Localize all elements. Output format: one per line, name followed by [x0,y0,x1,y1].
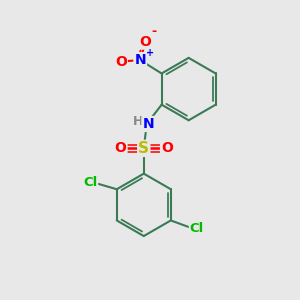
Text: S: S [138,141,149,156]
Text: O: O [140,35,152,49]
Text: O: O [115,55,127,69]
Text: Cl: Cl [190,222,204,235]
Text: H: H [133,116,143,128]
Text: N: N [134,53,146,67]
Text: O: O [115,141,127,155]
Text: N: N [142,117,154,131]
Text: O: O [161,141,173,155]
Text: -: - [152,25,157,38]
Text: +: + [146,48,154,58]
Text: Cl: Cl [83,176,97,189]
